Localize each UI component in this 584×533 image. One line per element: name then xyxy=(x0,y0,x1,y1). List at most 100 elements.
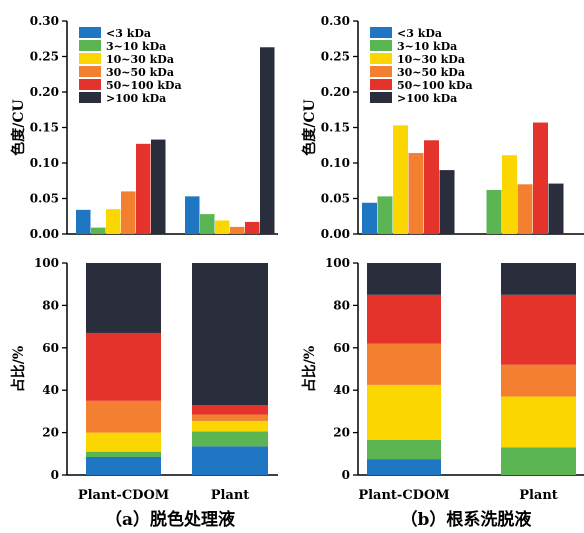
stack-segment-plant-cdom-2 xyxy=(367,384,441,441)
bar-plant-1 xyxy=(486,189,502,234)
y-tick-label: 40 xyxy=(333,383,350,397)
stack-segment-plant-4 xyxy=(192,405,268,415)
y-tick-label: 100 xyxy=(325,256,350,270)
stack-segment-plant-5 xyxy=(192,263,268,406)
y-tick-label: 0.25 xyxy=(321,50,350,64)
y-tick-label: 0.05 xyxy=(30,192,59,206)
stack-segment-plant-cdom-1 xyxy=(86,451,161,457)
y-tick-label: 100 xyxy=(34,256,59,270)
legend-swatch xyxy=(79,92,101,103)
y-axis-label: 色度/CU xyxy=(10,99,27,155)
legend-swatch xyxy=(79,40,101,51)
y-axis-label: 占比/% xyxy=(10,346,27,392)
bar-plant-3 xyxy=(517,184,533,234)
bar-plant-5 xyxy=(548,183,564,234)
legend-swatch xyxy=(370,92,392,103)
stack-segment-plant-cdom-4 xyxy=(367,294,441,344)
chart-b-bottom: 0 20 40 60 80 100 占比/% Plant-CDOM Plant xyxy=(301,256,584,503)
stack-segment-plant-0 xyxy=(192,446,268,475)
x-category-label: Plant xyxy=(211,488,250,503)
stack-segment-plant-cdom-2 xyxy=(86,432,161,452)
stack-segment-plant-cdom-0 xyxy=(367,459,441,475)
y-tick-label: 0.15 xyxy=(30,121,59,135)
y-tick-label: 60 xyxy=(42,341,59,355)
legend-entry: >100 kDa xyxy=(106,92,166,105)
legend-entry: 50~100 kDa xyxy=(106,79,182,92)
bar-plant-cdom-5 xyxy=(151,139,166,234)
legend-swatch xyxy=(370,27,392,38)
bar-plant-4 xyxy=(533,122,548,234)
stack-segment-plant-1 xyxy=(192,431,268,447)
y-tick-label: 80 xyxy=(333,298,350,312)
bar-plant-2 xyxy=(215,220,230,234)
stack-segment-plant-cdom-1 xyxy=(367,440,441,460)
caption-a: （a）脱色处理液 xyxy=(105,509,235,530)
y-tick-label: 0 xyxy=(51,468,59,482)
bar-plant-cdom-1 xyxy=(91,227,106,234)
bar-plant-1 xyxy=(200,214,215,234)
bar-plant-cdom-0 xyxy=(76,209,91,234)
bar-plant-cdom-2 xyxy=(393,125,408,234)
stack-segment-plant-cdom-3 xyxy=(367,343,441,385)
x-category-label: Plant-CDOM xyxy=(358,488,449,503)
y-tick-label: 0.30 xyxy=(321,14,350,28)
y-tick-label: 0.15 xyxy=(321,121,350,135)
bar-plant-3 xyxy=(230,226,245,234)
legend-swatch xyxy=(370,53,392,64)
stack-segment-plant-4 xyxy=(501,294,576,365)
bar-plant-5 xyxy=(260,47,275,234)
legend-swatch xyxy=(370,79,392,90)
stack-segment-plant-cdom-5 xyxy=(367,263,441,295)
legend-entry: 10~30 kDa xyxy=(397,53,465,66)
stack-segment-plant-cdom-3 xyxy=(86,400,161,433)
y-tick-label: 0.10 xyxy=(30,156,59,170)
y-tick-label: 0.05 xyxy=(321,192,350,206)
bar-plant-cdom-4 xyxy=(136,143,151,234)
legend-swatch xyxy=(79,79,101,90)
legend-entry: <3 kDa xyxy=(397,27,442,40)
legend-entry: <3 kDa xyxy=(106,27,151,40)
bar-plant-4 xyxy=(245,221,260,234)
y-tick-label: 0.00 xyxy=(321,227,350,241)
caption-b: （b）根系洗脱液 xyxy=(401,509,532,530)
x-category-label: Plant xyxy=(519,488,558,503)
legend-entry: 50~100 kDa xyxy=(397,79,473,92)
chart-a-bottom: 0 20 40 60 80 100 占比/% Plant-CDOM Plant xyxy=(10,256,278,503)
legend-entry: 10~30 kDa xyxy=(106,53,174,66)
y-tick-label: 80 xyxy=(42,298,59,312)
bar-plant-cdom-1 xyxy=(377,196,393,234)
legend-entry: 30~50 kDa xyxy=(397,66,465,79)
legend-entry: 30~50 kDa xyxy=(106,66,174,79)
bar-plant-cdom-0 xyxy=(362,202,377,234)
y-axis-label: 色度/CU xyxy=(301,99,318,155)
stack-segment-plant-2 xyxy=(501,396,576,448)
stack-segment-plant-1 xyxy=(501,447,576,475)
legend-swatch xyxy=(79,53,101,64)
y-axis-label: 占比/% xyxy=(301,346,318,392)
bar-plant-cdom-2 xyxy=(106,209,121,234)
bar-plant-cdom-4 xyxy=(424,140,439,234)
stack-segment-plant-2 xyxy=(192,420,268,432)
legend-swatch xyxy=(79,27,101,38)
bar-plant-0 xyxy=(185,196,200,234)
x-category-label: Plant-CDOM xyxy=(78,488,169,503)
y-tick-label: 20 xyxy=(333,426,350,440)
y-tick-label: 40 xyxy=(42,383,59,397)
stack-segment-plant-3 xyxy=(501,364,576,397)
y-tick-label: 0.30 xyxy=(30,14,59,28)
y-tick-label: 60 xyxy=(333,341,350,355)
legend-swatch xyxy=(370,40,392,51)
y-tick-label: 0.25 xyxy=(30,50,59,64)
y-tick-label: 0 xyxy=(342,468,350,482)
legend-entry: >100 kDa xyxy=(397,92,457,105)
bar-plant-cdom-3 xyxy=(121,191,136,234)
y-tick-label: 0.20 xyxy=(30,85,59,99)
bar-plant-2 xyxy=(502,155,517,234)
y-tick-label: 0.20 xyxy=(321,85,350,99)
legend-entry: 3~10 kDa xyxy=(106,40,166,53)
y-tick-label: 0.10 xyxy=(321,156,350,170)
chart-b-top: 0.00 0.05 0.10 0.15 0.20 0.25 0.30 色度/CU <3 kDa 3… xyxy=(301,14,584,241)
legend-swatch xyxy=(370,66,392,77)
